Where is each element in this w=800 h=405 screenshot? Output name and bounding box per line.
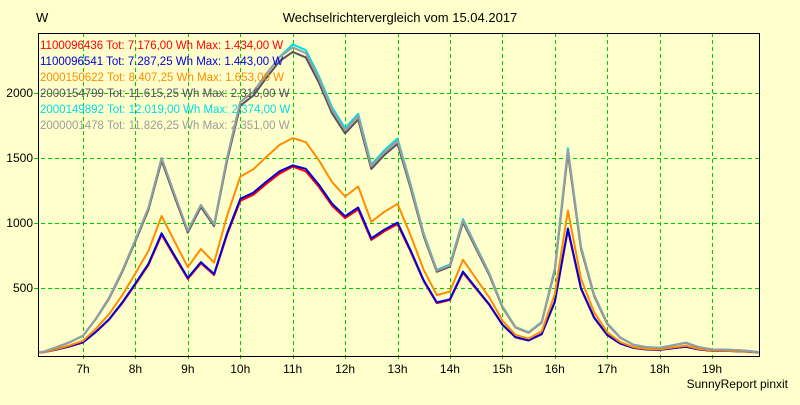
x-tick-label: 12h: [335, 362, 356, 376]
x-tick-label: 15h: [492, 362, 513, 376]
x-tick-label: 13h: [387, 362, 408, 376]
x-tick-label: 9h: [181, 362, 195, 376]
footer-credit: SunnyReport pinxit: [686, 377, 788, 391]
legend-item-1100096541: 1100096541 Tot: 7.287,25 Wh Max: 1.443,0…: [40, 56, 284, 68]
legend: 1100096436 Tot: 7.176,00 Wh Max: 1.434,0…: [40, 38, 290, 134]
plot-border: [38, 33, 760, 357]
x-tick-label: 10h: [230, 362, 251, 376]
x-tick-label: 11h: [283, 362, 303, 376]
y-tick-label: 500: [12, 281, 33, 295]
series-line-1100096541: [38, 164, 760, 354]
x-tick-label: 17h: [597, 362, 618, 376]
x-tick-label: 19h: [702, 362, 723, 376]
y-tick-label: 2000: [6, 86, 33, 100]
legend-item-2000154799: 2000154799 Tot: 11.615,25 Wh Max: 2.316,…: [40, 88, 290, 100]
legend-item-2000001478: 2000001478 Tot: 11.826,25 Wh Max: 2.351,…: [40, 120, 290, 132]
x-tick-label: 18h: [649, 362, 670, 376]
legend-item-2000150622: 2000150622 Tot: 8.407,25 Wh Max: 1.653,0…: [40, 72, 285, 84]
series-line-1100096436: [38, 165, 760, 354]
y-axis-unit-label: W: [36, 10, 49, 25]
chart-title: Wechselrichtervergleich vom 15.04.2017: [282, 10, 518, 25]
x-tick-label: 14h: [439, 362, 460, 376]
y-tick-label: 1500: [6, 151, 33, 165]
legend-item-1100096436: 1100096436 Tot: 7.176,00 Wh Max: 1.434,0…: [40, 40, 284, 52]
series-line-2000001478: [38, 46, 760, 354]
y-tick-label: 1000: [6, 216, 33, 230]
x-tick-label: 16h: [544, 362, 565, 376]
legend-item-2000149892: 2000149892 Tot: 12.019,00 Wh Max: 2.374,…: [40, 104, 291, 116]
series-line-2000150622: [38, 137, 760, 354]
x-tick-label: 8h: [128, 362, 143, 376]
x-tick-label: 7h: [76, 362, 90, 376]
